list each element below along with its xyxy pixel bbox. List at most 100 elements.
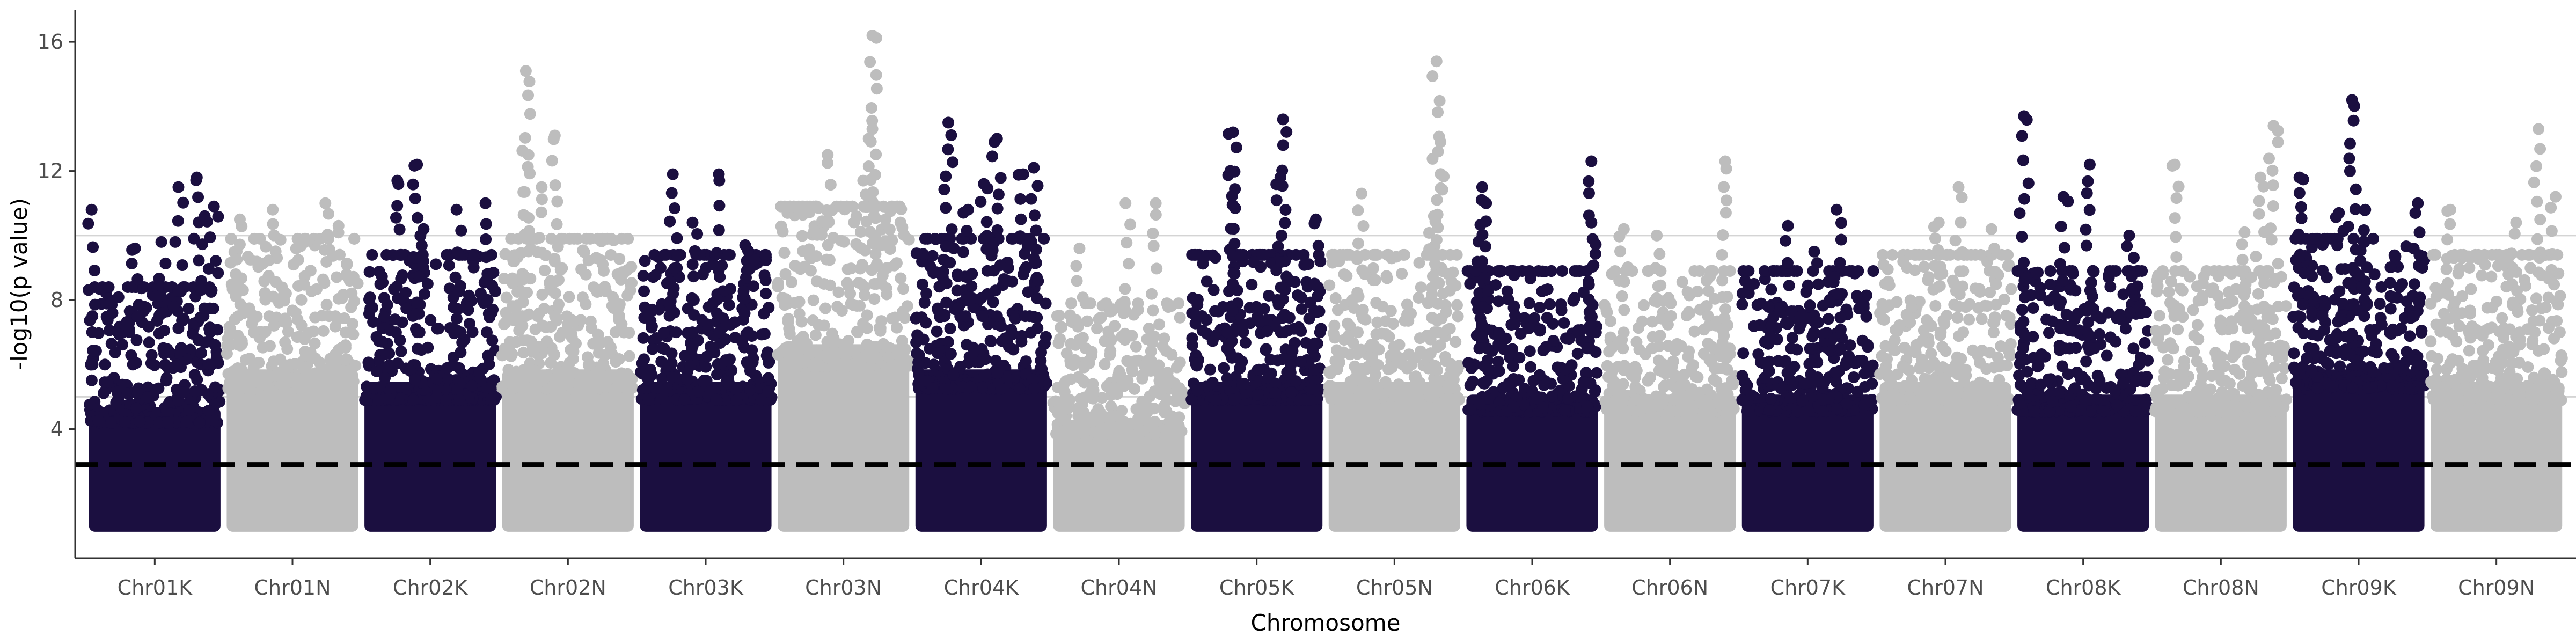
data-point [563, 291, 575, 303]
data-point [1781, 257, 1794, 269]
data-point [1269, 387, 1282, 399]
data-point [172, 322, 185, 334]
data-point [779, 299, 791, 311]
data-point [274, 353, 287, 365]
data-point [1470, 265, 1482, 277]
data-point [193, 416, 206, 429]
data-point [2159, 324, 2171, 336]
data-point [977, 381, 989, 393]
data-point [1401, 362, 1413, 375]
data-point [2018, 193, 2031, 205]
data-point [376, 335, 388, 348]
data-point [980, 243, 993, 255]
data-point [930, 266, 942, 279]
data-point [533, 340, 545, 353]
data-point [938, 310, 950, 323]
data-point [710, 393, 722, 406]
data-point [1230, 141, 1242, 153]
data-point [1762, 301, 1775, 313]
data-point [1028, 382, 1041, 394]
data-point [178, 313, 190, 325]
data-point [2065, 400, 2077, 413]
data-point [1655, 279, 1667, 291]
data-point [417, 255, 429, 267]
data-point [2117, 377, 2129, 389]
data-point [1390, 251, 1402, 263]
data-point [2139, 336, 2151, 349]
data-point [231, 381, 244, 393]
data-point [1284, 367, 1297, 379]
data-point [642, 393, 655, 406]
data-point [861, 338, 873, 350]
data-point [1891, 368, 1904, 380]
data-point [2054, 258, 2066, 270]
peak-point [2083, 158, 2096, 171]
data-point [1481, 375, 1493, 387]
peak-point [1428, 210, 1440, 222]
data-point [807, 360, 819, 372]
data-point [758, 328, 771, 340]
data-point [778, 246, 791, 259]
data-point [1465, 404, 1477, 416]
data-point [1201, 275, 1213, 288]
data-point [1644, 371, 1656, 384]
data-point [549, 310, 561, 323]
data-point [2172, 379, 2184, 392]
data-point [142, 391, 154, 404]
data-point [1147, 240, 1160, 252]
data-point [1506, 343, 1519, 355]
data-point [686, 326, 699, 339]
data-point [1562, 392, 1574, 405]
data-point [332, 292, 345, 305]
data-point [2081, 187, 2093, 199]
data-point [330, 310, 342, 323]
data-point [913, 349, 925, 361]
data-point [995, 383, 1007, 395]
data-point [797, 245, 809, 258]
data-point [711, 247, 723, 259]
data-point [875, 239, 888, 251]
data-point [2257, 180, 2270, 193]
data-point [172, 215, 184, 227]
data-point [2003, 393, 2016, 406]
data-point [1440, 355, 1452, 367]
data-point [1430, 233, 1443, 246]
data-point [1558, 404, 1571, 416]
data-point [1099, 358, 1111, 370]
data-point [860, 188, 872, 201]
data-point [188, 232, 200, 245]
data-point [1798, 377, 1810, 390]
data-point [549, 179, 561, 191]
data-point [567, 353, 579, 365]
data-point [1700, 274, 1713, 287]
data-point [2223, 286, 2235, 298]
data-point [932, 302, 944, 314]
data-point [1646, 316, 1658, 328]
data-point [551, 195, 564, 208]
data-point [1107, 304, 1119, 317]
data-point [1781, 367, 1794, 379]
data-point [1941, 392, 1953, 404]
data-point [952, 302, 964, 314]
data-point [1934, 268, 1946, 281]
data-point [2044, 265, 2057, 277]
data-point [1716, 274, 1729, 287]
peak-point [857, 174, 869, 187]
data-point [169, 236, 181, 248]
data-point [961, 224, 973, 237]
data-point [2391, 291, 2403, 304]
data-point [1736, 394, 1748, 406]
peak-point [880, 213, 892, 225]
data-point [1538, 379, 1550, 391]
data-point [1563, 333, 1575, 345]
data-point [1069, 354, 1081, 366]
peak-point [522, 149, 535, 161]
data-point [411, 296, 423, 309]
dense-region [915, 369, 1047, 532]
data-point [881, 288, 893, 301]
data-point [1975, 391, 1987, 404]
data-point [1743, 405, 1755, 417]
data-point [268, 229, 280, 241]
data-point [2259, 405, 2271, 417]
data-point [654, 262, 667, 274]
